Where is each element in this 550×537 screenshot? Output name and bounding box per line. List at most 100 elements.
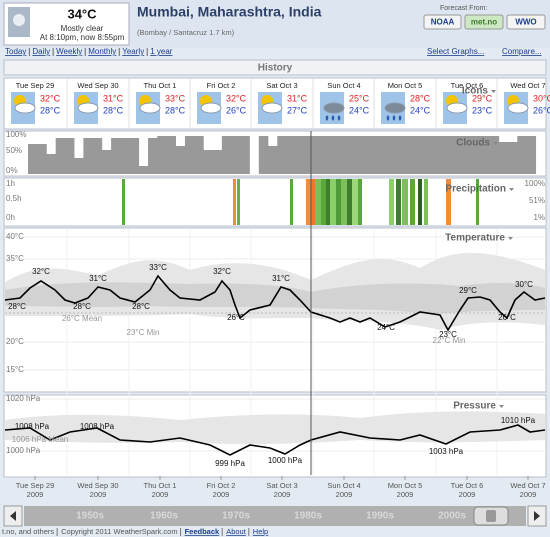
- station: (Bombay / Santacruz 1.7 km): [137, 28, 235, 37]
- temp-annotation: 26°C Mean: [62, 314, 102, 323]
- cloud-bar: [341, 136, 352, 174]
- cloud-bar: [157, 136, 167, 174]
- dropdown-arrow[interactable]: [508, 237, 513, 240]
- precip-bar: [358, 179, 362, 225]
- icon-cloud: [14, 102, 36, 114]
- current-condition: Mostly clear: [61, 24, 104, 33]
- cloud-bar: [323, 136, 333, 174]
- footer-link[interactable]: Help: [253, 527, 268, 536]
- cloud-bar: [194, 136, 204, 174]
- decade-label[interactable]: 1960s: [150, 511, 178, 522]
- nav-link[interactable]: Select Graphs...: [427, 47, 484, 56]
- axis-label: 40°C: [6, 232, 24, 241]
- day-low: 24°C: [349, 105, 370, 115]
- dropdown-arrow[interactable]: [509, 188, 514, 191]
- history-bar[interactable]: [3, 59, 547, 76]
- cloud-bar: [452, 136, 463, 174]
- date-year: 2009: [152, 490, 169, 499]
- nav-link[interactable]: Yearly: [122, 47, 144, 56]
- nav-link[interactable]: 1 year: [150, 47, 173, 56]
- decade-label[interactable]: 1990s: [366, 511, 394, 522]
- cloud-bar: [471, 136, 481, 174]
- decade-label[interactable]: 2000s: [438, 511, 466, 522]
- temp-annotation: 32°C: [32, 267, 50, 276]
- cloud-bar: [424, 136, 435, 174]
- axis-label: 1020 hPa: [6, 394, 41, 403]
- axis-label: 35°C: [6, 254, 24, 263]
- history-label[interactable]: History: [258, 63, 293, 74]
- icon-cloud: [77, 102, 99, 114]
- source-label[interactable]: met.no: [471, 18, 497, 27]
- precip-bar: [330, 179, 336, 225]
- icon-drop: [331, 115, 335, 121]
- nav-link[interactable]: Compare...: [502, 47, 542, 56]
- date-day: Mon Oct 5: [388, 481, 423, 490]
- icon-drop: [392, 115, 396, 121]
- dropdown-arrow[interactable]: [493, 142, 498, 145]
- footer-credit: t.no, and others: [2, 527, 54, 536]
- temp-annotation: 22°C Min: [433, 336, 466, 345]
- nav-link[interactable]: Today: [5, 47, 26, 56]
- icon-drop: [398, 115, 402, 121]
- precip-bar: [352, 179, 358, 225]
- panel-title[interactable]: Temperature: [445, 233, 505, 244]
- dropdown-arrow[interactable]: [491, 90, 496, 93]
- scroll-left-arrow[interactable]: [10, 511, 16, 521]
- pressure-line: [4, 424, 546, 456]
- day-low: 28°C: [40, 105, 61, 115]
- scroll-thumb-grip[interactable]: [486, 510, 496, 522]
- panel-title[interactable]: Pressure: [453, 401, 496, 412]
- cloud-bar: [489, 136, 500, 174]
- precip-bar: [410, 179, 415, 225]
- decade-label[interactable]: 1970s: [222, 511, 250, 522]
- day-name: Tue Sep 29: [16, 81, 55, 90]
- day-high: 31°C: [103, 93, 124, 103]
- cloud-bar: [406, 136, 417, 174]
- cloud-bar: [46, 154, 56, 174]
- icon-cloud: [507, 102, 529, 114]
- precip-bar: [321, 179, 326, 225]
- temp-annotation: 31°C: [89, 274, 107, 283]
- day-high: 28°C: [410, 93, 431, 103]
- axis-label: 51%: [529, 196, 545, 205]
- footer-link[interactable]: Feedback: [185, 527, 220, 536]
- cloud-bar: [184, 136, 195, 174]
- source-label[interactable]: NOAA: [431, 18, 455, 27]
- cloud-bar: [37, 144, 47, 174]
- source-button[interactable]: [506, 14, 546, 30]
- pressure-annotation: 1010 hPa: [501, 416, 536, 425]
- day-high: 30°C: [533, 93, 550, 103]
- forecast-label: Forecast From:: [440, 5, 488, 12]
- icon-drop: [337, 115, 341, 121]
- day-low: 24°C: [410, 105, 431, 115]
- icon-drop: [386, 115, 390, 121]
- nav-link[interactable]: Daily: [32, 47, 50, 56]
- icon-cloud: [200, 102, 222, 114]
- source-button[interactable]: [423, 14, 462, 30]
- axis-label: 100%: [525, 179, 545, 188]
- cloud-bar: [369, 136, 380, 174]
- dropdown-arrow[interactable]: [499, 405, 504, 408]
- precip-bar: [446, 179, 451, 225]
- nav-link[interactable]: Weekly: [56, 47, 82, 56]
- panel-title[interactable]: Precipitation: [445, 184, 506, 195]
- footer-link[interactable]: About: [226, 527, 247, 536]
- precip-bar: [341, 179, 347, 225]
- cloud-bar: [101, 150, 112, 174]
- decade-label[interactable]: 1950s: [76, 511, 104, 522]
- cloud-bar: [526, 136, 537, 174]
- panel-title[interactable]: Clouds: [456, 138, 490, 149]
- cloud-bar: [92, 138, 103, 174]
- day-name: Tue Oct 6: [451, 81, 484, 90]
- scroll-right-arrow[interactable]: [534, 511, 540, 521]
- cloud-bar: [175, 146, 186, 174]
- panel-title[interactable]: Icons: [462, 86, 489, 97]
- source-button[interactable]: [464, 14, 504, 30]
- cloud-bar: [351, 136, 361, 174]
- date-year: 2009: [459, 490, 476, 499]
- source-label[interactable]: WWO: [515, 18, 536, 27]
- cloud-bar: [83, 138, 93, 174]
- cloud-bar: [443, 136, 453, 174]
- nav-link[interactable]: Monthly: [88, 47, 116, 56]
- decade-label[interactable]: 1980s: [294, 511, 322, 522]
